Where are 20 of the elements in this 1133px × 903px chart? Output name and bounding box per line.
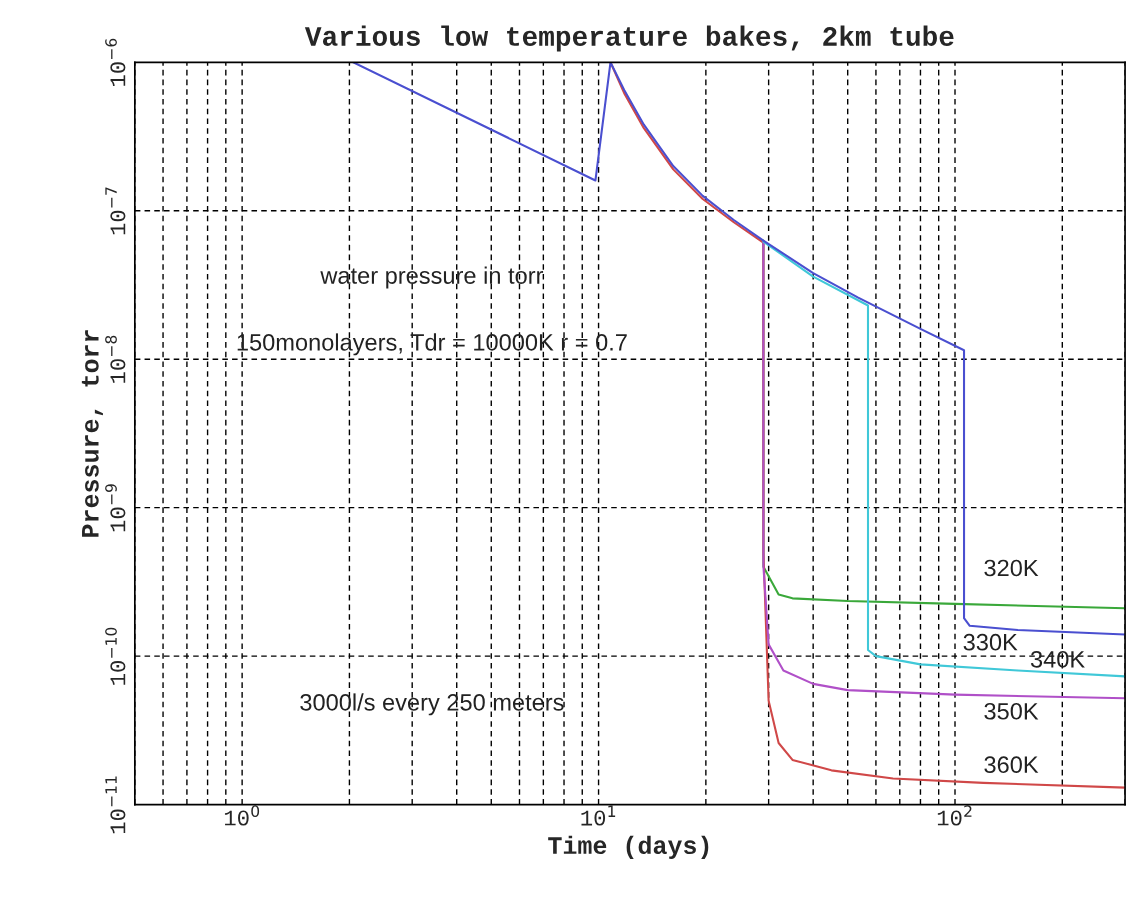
- y-tick-label: 10$^{−7}$: [105, 187, 126, 235]
- annotation: 340K: [1030, 650, 1085, 668]
- annotation: 360K: [984, 756, 1039, 774]
- x-tick-label: 10$^{2}$: [937, 805, 972, 826]
- y-tick-label: 10$^{−11}$: [105, 776, 126, 834]
- x-tick-label: 10$^{1}$: [581, 805, 616, 826]
- annotation: water pressure in torr: [320, 266, 544, 289]
- x-axis-title: Time (days): [548, 835, 709, 860]
- annotation: 3000l/s every 250 meters: [300, 693, 564, 716]
- y-tick-label: 10$^{−9}$: [105, 484, 126, 532]
- y-axis-title: Pressure, torr: [81, 330, 103, 537]
- chart-title: Various low temperature bakes, 2km tube: [304, 25, 954, 52]
- y-tick-label: 10$^{−10}$: [105, 627, 126, 685]
- y-tick-label: 10$^{−8}$: [105, 335, 126, 383]
- annotation: 150monolayers, Tdr = 10000K r = 0.7: [237, 333, 627, 356]
- y-tick-label: 10$^{−6}$: [105, 38, 126, 86]
- annotation: 320K: [984, 559, 1039, 577]
- x-tick-label: 10$^{0}$: [224, 805, 260, 826]
- annotation: 330K: [963, 633, 1018, 651]
- annotation: 350K: [984, 702, 1039, 720]
